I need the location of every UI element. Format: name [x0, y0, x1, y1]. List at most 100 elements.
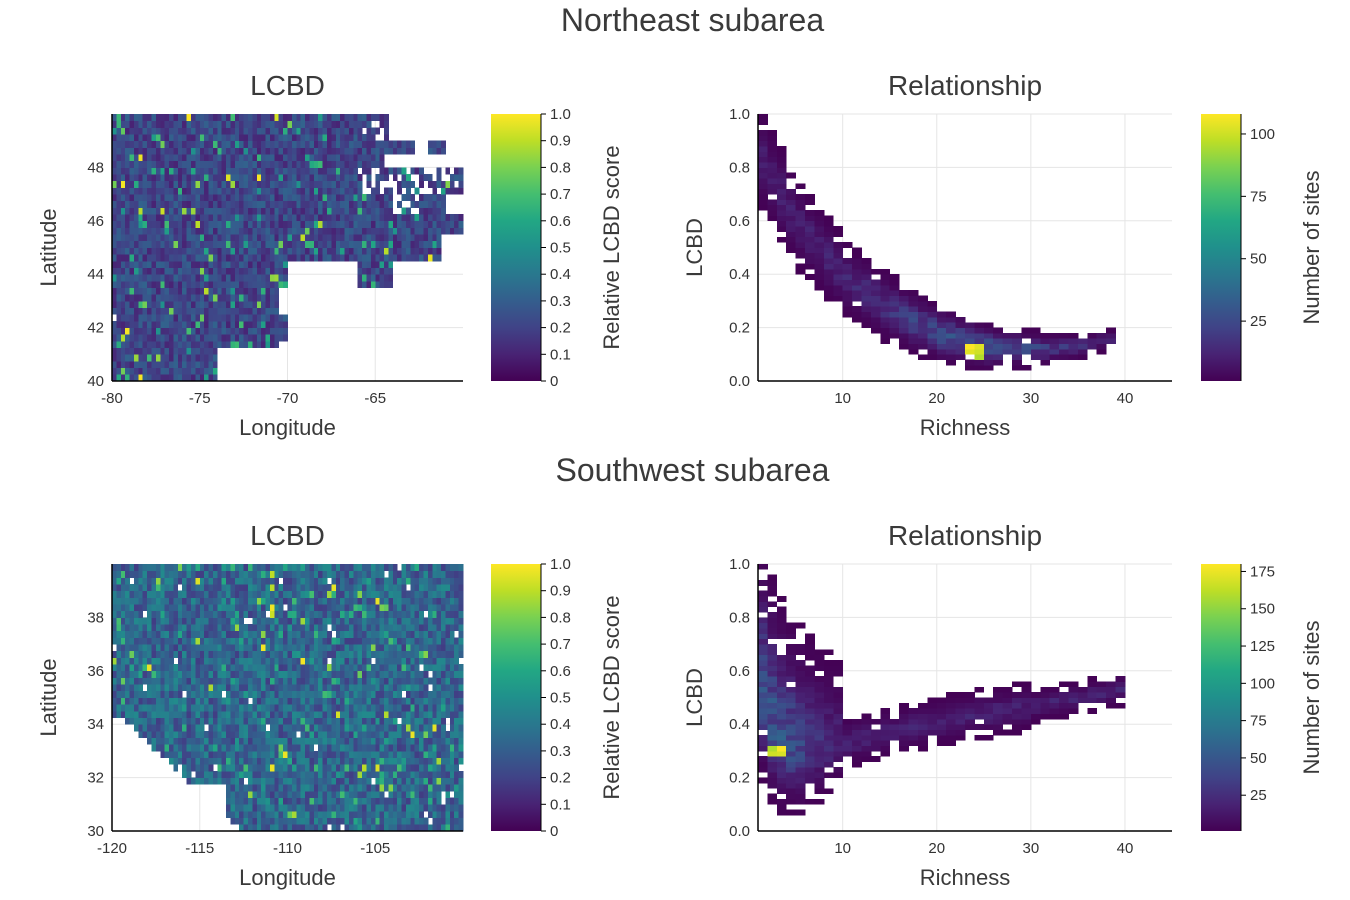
heatmap-cell	[419, 200, 424, 208]
heatmap-cell	[239, 227, 245, 235]
histogram-cell	[936, 322, 947, 328]
heatmap-cell	[133, 724, 139, 732]
heatmap-cell	[410, 194, 416, 202]
histogram-cell	[786, 215, 797, 222]
heatmap-cell	[186, 624, 192, 632]
heatmap-cell	[120, 147, 126, 155]
heatmap-cell	[182, 360, 187, 369]
heatmap-cell	[182, 664, 187, 672]
heatmap-cell	[357, 744, 363, 752]
heatmap-cell	[335, 624, 341, 632]
heatmap-cell	[300, 120, 306, 128]
heatmap-cell	[348, 167, 354, 175]
heatmap-cell	[177, 207, 183, 215]
heatmap-cell	[392, 770, 398, 778]
heatmap-cell	[269, 784, 275, 792]
heatmap-cell	[296, 180, 302, 188]
histogram-cell	[880, 306, 891, 312]
heatmap-cell	[195, 624, 201, 632]
heatmap-cell	[177, 630, 183, 638]
heatmap-cell	[353, 247, 359, 255]
heatmap-cell	[375, 770, 381, 778]
heatmap-cell	[230, 214, 236, 222]
heatmap-cell	[164, 617, 170, 625]
heatmap-cell	[169, 570, 174, 578]
heatmap-cell	[129, 650, 135, 658]
heatmap-cell	[133, 610, 139, 618]
heatmap-cell	[173, 207, 179, 215]
heatmap-cell	[142, 207, 148, 215]
heatmap-cell	[353, 644, 359, 652]
heatmap-cell	[318, 810, 323, 819]
heatmap-cell	[326, 770, 332, 778]
histogram-cell	[767, 162, 778, 168]
heatmap-cell	[120, 274, 126, 282]
heatmap-cell	[326, 817, 332, 825]
heatmap-cell	[151, 207, 157, 215]
heatmap-cell	[125, 274, 130, 282]
heatmap-cell	[138, 684, 144, 692]
heatmap-cell	[379, 724, 385, 732]
heatmap-cell	[388, 797, 394, 805]
heatmap-cell	[204, 650, 209, 658]
heatmap-cell	[384, 617, 389, 625]
heatmap-cell	[291, 167, 297, 175]
histogram-cell	[889, 311, 900, 318]
histogram-cell	[852, 268, 862, 275]
heatmap-cell	[116, 367, 122, 375]
heatmap-cell	[305, 227, 310, 235]
heatmap-cell	[309, 670, 315, 678]
heatmap-cell	[212, 584, 218, 592]
heatmap-cell	[313, 770, 319, 778]
heatmap-cell	[112, 657, 117, 665]
heatmap-cell	[208, 664, 214, 672]
heatmap-cell	[116, 307, 122, 315]
heatmap-cell	[261, 677, 266, 685]
heatmap-cell	[120, 154, 126, 162]
heatmap-cell	[261, 577, 266, 585]
heatmap-cell	[405, 194, 411, 202]
heatmap-cell	[261, 777, 266, 785]
heatmap-cell	[243, 677, 249, 685]
heatmap-cell	[252, 234, 258, 242]
heatmap-cell	[230, 677, 236, 685]
heatmap-cell	[248, 570, 253, 578]
heatmap-cell	[133, 300, 139, 308]
heatmap-cell	[335, 604, 341, 612]
heatmap-cell	[221, 227, 227, 235]
heatmap-cell	[147, 650, 152, 658]
heatmap-cell	[151, 334, 157, 342]
heatmap-cell	[204, 637, 209, 645]
heatmap-cell	[283, 677, 288, 685]
heatmap-cell	[217, 717, 223, 725]
heatmap-cell	[129, 564, 135, 572]
heatmap-cell	[375, 684, 381, 692]
heatmap-cell	[318, 180, 323, 188]
heatmap-cell	[331, 624, 337, 632]
heatmap-cell	[366, 770, 372, 778]
heatmap-cell	[278, 120, 284, 128]
heatmap-cell	[120, 590, 126, 598]
heatmap-cell	[155, 240, 161, 248]
heatmap-cell	[269, 327, 275, 335]
heatmap-cell	[388, 570, 394, 578]
heatmap-cell	[160, 160, 166, 168]
heatmap-cell	[291, 670, 297, 678]
heatmap-cell	[112, 564, 117, 572]
heatmap-cell	[287, 710, 293, 718]
heatmap-cell	[164, 194, 170, 202]
heatmap-cell	[204, 670, 209, 678]
heatmap-cell	[138, 320, 144, 329]
heatmap-cell	[313, 570, 319, 578]
heatmap-cell	[309, 187, 315, 195]
heatmap-cell	[318, 254, 323, 262]
heatmap-cell	[186, 597, 192, 605]
heatmap-cell	[313, 824, 319, 832]
heatmap-cell	[348, 220, 354, 228]
heatmap-cell	[401, 174, 407, 182]
heatmap-cell	[208, 704, 214, 712]
heatmap-cell	[366, 804, 372, 812]
heatmap-cell	[186, 147, 192, 155]
heatmap-cell	[239, 730, 245, 738]
heatmap-cell	[261, 690, 266, 698]
